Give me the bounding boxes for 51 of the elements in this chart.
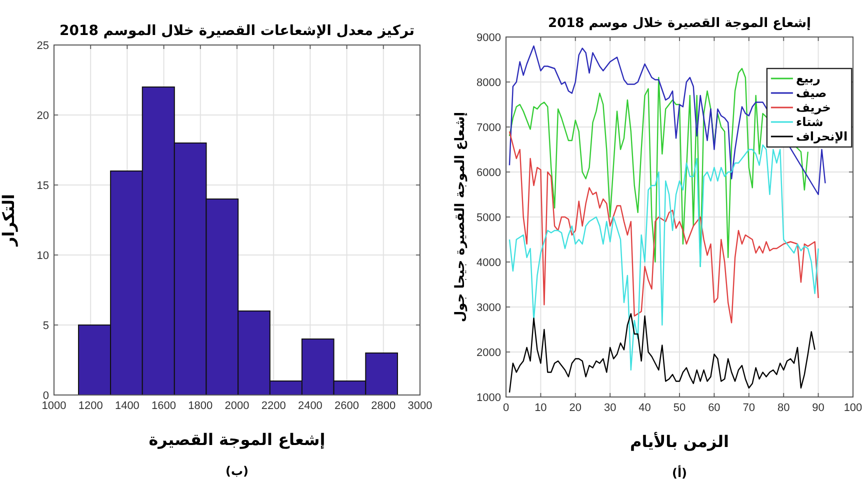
x-tick-label: 2000 bbox=[224, 400, 250, 412]
x-tick-label: 2200 bbox=[261, 400, 286, 412]
y-tick-label: 5 bbox=[42, 320, 49, 332]
x-tick-label: 50 bbox=[673, 402, 686, 414]
legend-label: الإنحراف bbox=[796, 130, 848, 144]
y-tick-label: 0 bbox=[42, 390, 49, 402]
y-axis-title: التكرار bbox=[0, 194, 18, 247]
text: (أ) bbox=[672, 465, 688, 480]
x-tick-label: 1400 bbox=[114, 400, 140, 412]
y-tick-label: 7000 bbox=[476, 122, 501, 134]
y-tick-label: 5000 bbox=[476, 212, 501, 224]
y-tick-label: 4000 bbox=[476, 257, 501, 269]
y-tick-label: 15 bbox=[36, 180, 49, 192]
y-tick-label: 10 bbox=[36, 250, 49, 262]
x-tick-label: 90 bbox=[812, 402, 824, 414]
x-axis-title: الزمن بالأيام bbox=[630, 431, 729, 451]
y-tick-label: 1000 bbox=[476, 392, 501, 404]
legend-label: ربيع bbox=[796, 72, 821, 86]
x-tick-label: 80 bbox=[777, 402, 790, 414]
x-tick-label: 2600 bbox=[334, 400, 360, 412]
chart-title: تركيز معدل الإشعاعات القصيرة خلال الموسم 2018 bbox=[59, 23, 415, 39]
x-tick-label: 100 bbox=[844, 402, 862, 414]
x-tick-label: 20 bbox=[569, 402, 582, 414]
y-tick-label: 20 bbox=[36, 110, 49, 122]
x-tick-label: 0 bbox=[502, 402, 510, 414]
x-tick-label: 1600 bbox=[152, 400, 176, 412]
y-axis-title: إشعاع الموجة القصيرة جيجا جول bbox=[453, 112, 468, 322]
legend-label: شتاء bbox=[796, 115, 824, 129]
x-axis-title: إشعاع الموجة القصيرة bbox=[148, 430, 326, 449]
y-tick-label: 2000 bbox=[476, 347, 501, 359]
x-tick-label: 10 bbox=[534, 402, 547, 414]
y-tick-label: 25 bbox=[36, 40, 49, 52]
text: (ب) bbox=[225, 464, 249, 478]
legend-label: خريف bbox=[796, 100, 831, 114]
x-tick-label: 3000 bbox=[408, 400, 432, 412]
y-tick-label: 8000 bbox=[476, 77, 501, 89]
x-tick-label: 60 bbox=[708, 402, 720, 414]
y-tick-label: 6000 bbox=[476, 167, 501, 179]
legend-label: صيف bbox=[796, 86, 827, 100]
x-tick-label: 1800 bbox=[188, 400, 213, 412]
x-tick-label: 2400 bbox=[298, 400, 322, 412]
line-series bbox=[508, 144, 819, 371]
x-tick-label: 70 bbox=[742, 402, 756, 414]
chart-title: إشعاع الموجة القصيرة خلال موسم 2018 bbox=[548, 16, 811, 31]
y-tick-label: 9000 bbox=[476, 32, 501, 44]
x-tick-label: 2800 bbox=[371, 400, 396, 412]
y-tick-label: 3000 bbox=[476, 302, 501, 314]
x-tick-label: 1200 bbox=[78, 400, 103, 412]
x-tick-label: 40 bbox=[638, 402, 651, 414]
x-tick-label: 30 bbox=[604, 402, 616, 414]
line-series bbox=[508, 313, 816, 394]
